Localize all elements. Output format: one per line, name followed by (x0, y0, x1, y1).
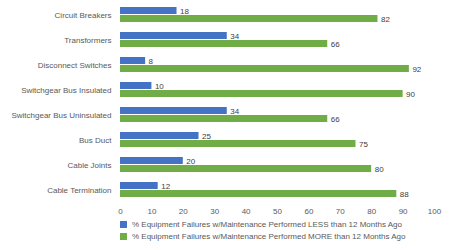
svg-text:Transformers: Transformers (64, 36, 111, 45)
svg-text:Cable Termination: Cable Termination (47, 186, 111, 195)
svg-text:66: 66 (331, 40, 340, 49)
svg-text:90: 90 (399, 207, 408, 216)
svg-text:25: 25 (202, 132, 211, 141)
svg-text:60: 60 (304, 207, 313, 216)
svg-text:18: 18 (180, 7, 189, 16)
svg-text:66: 66 (331, 115, 340, 124)
svg-text:Disconnect Switches: Disconnect Switches (38, 61, 112, 70)
svg-text:80: 80 (367, 207, 376, 216)
svg-text:8: 8 (149, 57, 154, 66)
svg-text:70: 70 (336, 207, 345, 216)
svg-text:34: 34 (230, 32, 239, 41)
svg-text:10: 10 (155, 82, 164, 91)
svg-text:Switchgear Bus Insulated: Switchgear Bus Insulated (21, 86, 111, 95)
html-text:% Equipment Failures w/Mainten: % Equipment Failures w/Maintenance Perfo… (132, 231, 406, 241)
svg-text:88: 88 (400, 190, 409, 199)
svg-text:34: 34 (230, 107, 239, 116)
svg-text:82: 82 (381, 15, 390, 24)
svg-text:12: 12 (161, 182, 170, 191)
svg-text:100: 100 (428, 207, 442, 216)
svg-text:90: 90 (406, 90, 415, 99)
svg-text:0: 0 (118, 207, 123, 216)
svg-text:50: 50 (273, 207, 282, 216)
svg-text:Switchgear Bus Uninsulated: Switchgear Bus Uninsulated (11, 111, 111, 120)
svg-text:92: 92 (412, 65, 421, 74)
svg-text:10: 10 (147, 207, 156, 216)
html-text:% Equipment Failures w/Mainten: % Equipment Failures w/Maintenance Perfo… (132, 219, 402, 229)
svg-text:75: 75 (359, 140, 368, 149)
svg-text:30: 30 (210, 207, 219, 216)
svg-text:20: 20 (179, 207, 188, 216)
svg-text:Cable Joints: Cable Joints (67, 161, 111, 170)
svg-text:40: 40 (242, 207, 251, 216)
svg-text:80: 80 (375, 165, 384, 174)
svg-text:Circuit Breakers: Circuit Breakers (55, 11, 112, 20)
svg-text:Bus Duct: Bus Duct (79, 136, 112, 145)
svg-text:20: 20 (186, 157, 195, 166)
